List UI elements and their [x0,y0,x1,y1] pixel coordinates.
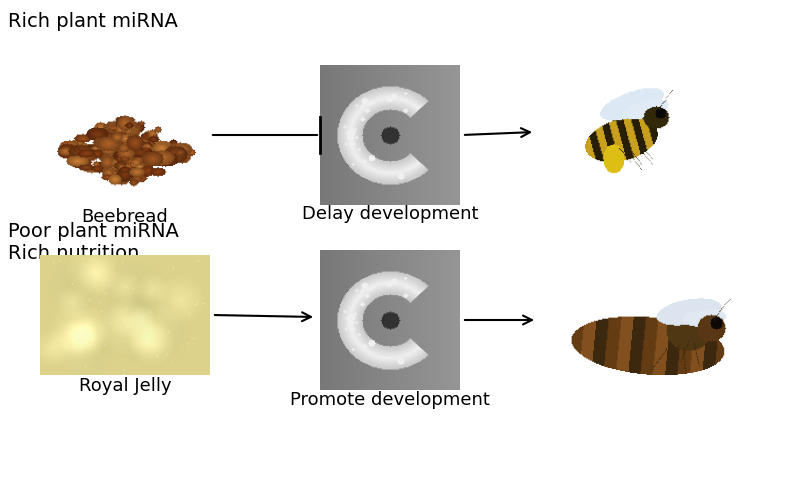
Text: Delay development: Delay development [302,205,478,223]
Text: Royal Jelly: Royal Jelly [78,377,171,395]
Text: Promote development: Promote development [290,391,490,409]
Text: Rich plant miRNA: Rich plant miRNA [8,12,178,31]
Text: Rich nutrition: Rich nutrition [8,244,139,263]
Text: Poor plant miRNA: Poor plant miRNA [8,222,179,241]
Text: Beebread: Beebread [82,208,168,226]
